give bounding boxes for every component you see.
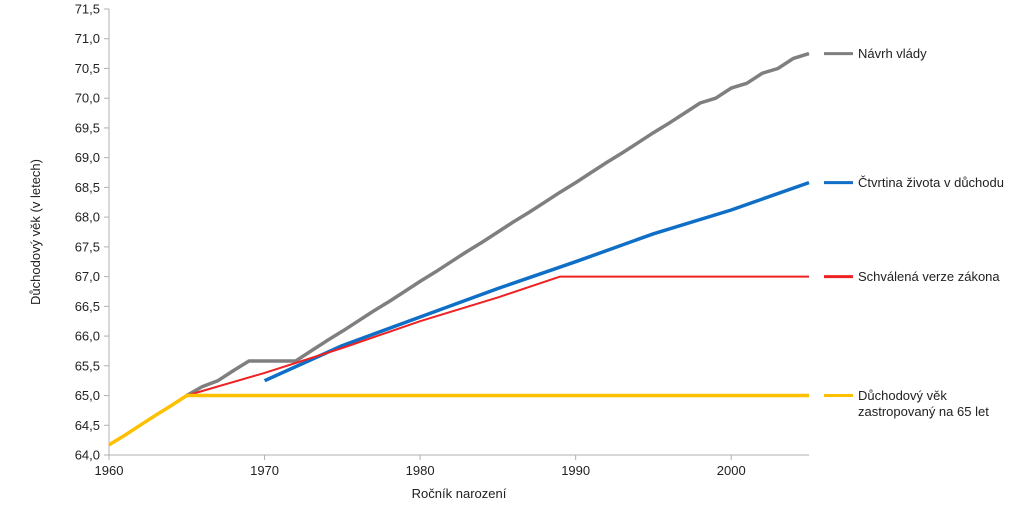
legend-label: Důchodový věk xyxy=(858,388,947,403)
y-tick-label: 70,5 xyxy=(75,61,100,76)
y-axis-ticks: 64,0 64,5 65,0 65,5 66,0 66,5 67,0 67,5 68,0 68,5… xyxy=(75,2,109,463)
x-tick-label: 1970 xyxy=(250,463,279,478)
y-tick-label: 68,5 xyxy=(75,180,100,195)
y-tick-label: 66,5 xyxy=(75,299,100,314)
x-tick-label: 1960 xyxy=(95,463,124,478)
x-axis-label: Ročník narození xyxy=(412,486,507,501)
legend-label: Schválená verze zákona xyxy=(858,269,1000,284)
y-axis-label: Důchodový věk (v letech) xyxy=(28,159,43,305)
y-tick-label: 65,0 xyxy=(75,388,100,403)
y-tick-label: 69,0 xyxy=(75,150,100,165)
y-tick-label: 70,0 xyxy=(75,91,100,106)
series-lines xyxy=(108,51,810,447)
legend-label: zastropovaný na 65 let xyxy=(858,404,989,419)
x-tick-label: 1980 xyxy=(406,463,435,478)
y-tick-label: 67,0 xyxy=(75,269,100,284)
y-tick-label: 65,5 xyxy=(75,358,100,373)
y-tick-label: 69,5 xyxy=(75,120,100,135)
y-tick-label: 71,5 xyxy=(75,2,100,17)
y-tick-label: 67,5 xyxy=(75,239,100,254)
y-tick-label: 66,0 xyxy=(75,329,100,344)
series-line-schvalena-verze-zakona xyxy=(186,275,809,397)
x-tick-label: 1990 xyxy=(561,463,590,478)
legend-label: Návrh vlády xyxy=(858,46,927,61)
legend: Návrh vlády Čtvrtina života v důchodu Schv… xyxy=(824,46,1004,419)
y-tick-label: 68,0 xyxy=(75,210,100,225)
legend-label: Čtvrtina života v důchodu xyxy=(858,175,1004,190)
y-tick-label: 71,0 xyxy=(75,31,100,46)
y-tick-label: 64,5 xyxy=(75,418,100,433)
series-line-ctvrtina-zivota-v-duchodu xyxy=(263,180,810,383)
y-tick-label: 64,0 xyxy=(75,448,100,463)
series-line-navrh-vlady xyxy=(185,51,810,398)
plot-axes xyxy=(108,9,809,456)
series-line-duchodovy-vek-zastropovany-na-65-let xyxy=(108,393,809,447)
x-tick-label: 2000 xyxy=(717,463,746,478)
x-axis-ticks: 1960 1970 1980 1990 2000 xyxy=(95,455,746,478)
